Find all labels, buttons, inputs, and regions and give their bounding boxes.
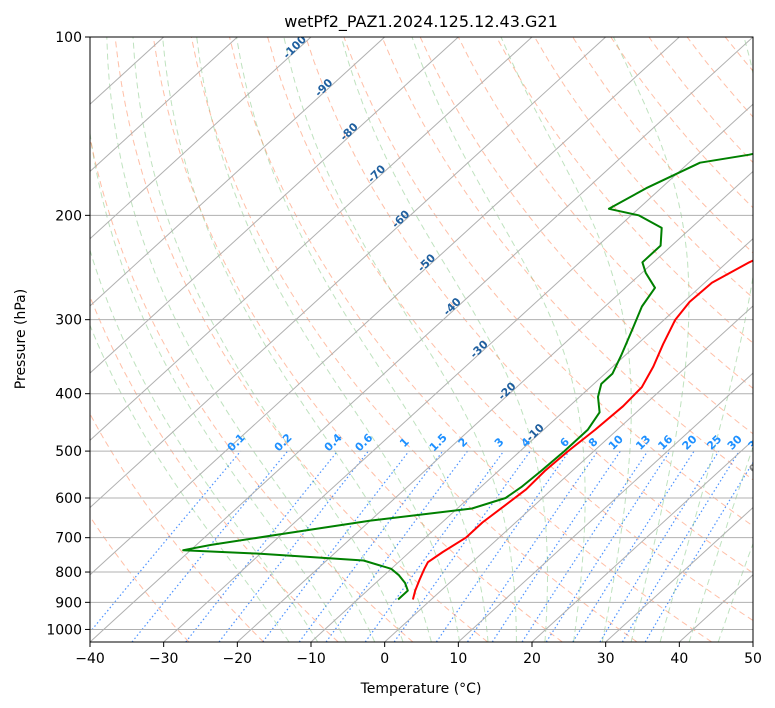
grid [90, 37, 753, 642]
mixing-ratio-line [262, 450, 410, 642]
chart-title: wetPf2_PAZ1.2024.125.12.43.G21 [284, 12, 558, 32]
dry-adiabat [305, 37, 753, 574]
mixing-ratio-line [435, 450, 570, 642]
profile-lines [182, 152, 753, 601]
x-tick-label: 50 [744, 651, 762, 667]
x-tick-label: −40 [75, 651, 105, 667]
dry-adiabat [152, 37, 563, 642]
mixing-ratio-line [572, 450, 695, 642]
dry-adiabat [267, 37, 753, 622]
dry-adiabat-label: 0 [747, 461, 762, 476]
y-tick-label: 200 [55, 208, 82, 224]
moist-adiabat [106, 37, 376, 642]
temperature-profile-line [411, 259, 753, 600]
mixing-ratio-line [131, 450, 289, 642]
mixing-ratio-line [545, 450, 671, 642]
y-tick-label: 800 [55, 565, 82, 581]
dry-adiabat [90, 412, 264, 642]
isotherm-gridline [90, 37, 312, 240]
x-tick-label: −10 [296, 651, 326, 667]
y-tick-label: 700 [55, 531, 82, 547]
isotherm-gridline [90, 37, 459, 374]
dry-adiabat [114, 37, 488, 642]
mixing-ratio-line [491, 450, 621, 642]
moist-adiabat [90, 248, 319, 642]
y-ticks: 100 200 300 400 500 600 700 800 900 1000 [46, 30, 90, 638]
isotherm-gridline [457, 372, 753, 642]
y-tick-label: 1000 [46, 622, 82, 638]
moist-adiabat [132, 37, 404, 642]
y-tick-label: 100 [55, 30, 82, 46]
isotherm-gridline [90, 37, 386, 307]
y-tick-label: 300 [55, 313, 82, 329]
dry-adiabats [90, 37, 753, 642]
plot-area: 0.10.20.40.611.52346810131620253036-100-… [90, 37, 766, 642]
y-axis-label: Pressure (hPa) [13, 289, 29, 389]
y-tick-label: 900 [55, 595, 82, 611]
dry-adiabat [381, 37, 753, 481]
dry-adiabat [190, 37, 638, 642]
moist-adiabat [340, 37, 548, 642]
dry-adiabat [457, 37, 753, 389]
x-tick-label: 20 [523, 651, 541, 667]
mixing-ratio-line [521, 450, 649, 642]
y-tick-label: 600 [55, 491, 82, 507]
dry-adiabat [229, 37, 712, 642]
dry-adiabat [90, 295, 339, 642]
moist-adiabat [613, 37, 690, 642]
mixing-ratio-lines [90, 450, 753, 642]
x-axis-label: Temperature (°C) [360, 681, 482, 697]
isotherm-gridline [90, 37, 533, 442]
isotherm-gridline [90, 37, 607, 509]
moist-adiabat [659, 37, 753, 642]
x-ticks: −40 −30 −20 −10 0 10 20 30 40 50 [75, 642, 762, 667]
isotherm-gridline [310, 237, 753, 642]
mixing-ratio-line [298, 450, 444, 642]
isotherm-gridline [531, 439, 753, 642]
dry-adiabat [534, 37, 753, 299]
x-tick-label: 0 [380, 651, 389, 667]
x-tick-label: 40 [670, 651, 688, 667]
moist-adiabat [688, 445, 753, 642]
y-tick-label: 500 [55, 444, 82, 460]
x-tick-label: −30 [149, 651, 179, 667]
mixing-ratio-line [325, 450, 468, 642]
dry-adiabat [90, 135, 414, 642]
mixing-ratio-line [90, 450, 242, 633]
mixing-ratio-label: 36 [746, 432, 766, 452]
isotherm-gridline [384, 305, 753, 642]
moist-adiabat [162, 37, 432, 642]
moist-adiabat [90, 129, 347, 642]
dewpoint-profile-line [182, 152, 753, 601]
mixing-ratio-line [621, 450, 740, 642]
isotherm-gridline [90, 37, 238, 173]
moist-adiabat [196, 37, 461, 642]
x-tick-label: −20 [223, 651, 253, 667]
plot-frame [89, 36, 754, 643]
moist-adiabat [500, 37, 632, 642]
moist-adiabat [717, 542, 753, 642]
dry-adiabat [419, 37, 753, 435]
dry-adiabat [90, 515, 190, 642]
x-tick-label: 30 [597, 651, 615, 667]
isotherm-gridline [236, 170, 753, 642]
x-tick-label: 10 [449, 651, 467, 667]
isotherm-gridline [90, 37, 680, 576]
dry-adiabat [495, 37, 753, 344]
isotherm-gridline [163, 103, 753, 642]
isotherm-gridline [90, 37, 753, 642]
mixing-ratio-line [466, 450, 599, 642]
isotherm-gridline [605, 506, 753, 642]
dry-adiabat [343, 37, 753, 527]
y-tick-label: 400 [55, 387, 82, 403]
mixing-ratio-line [364, 450, 505, 642]
mixing-ratio-line [185, 450, 339, 642]
moist-adiabat [90, 323, 290, 642]
moist-adiabat [283, 37, 517, 642]
